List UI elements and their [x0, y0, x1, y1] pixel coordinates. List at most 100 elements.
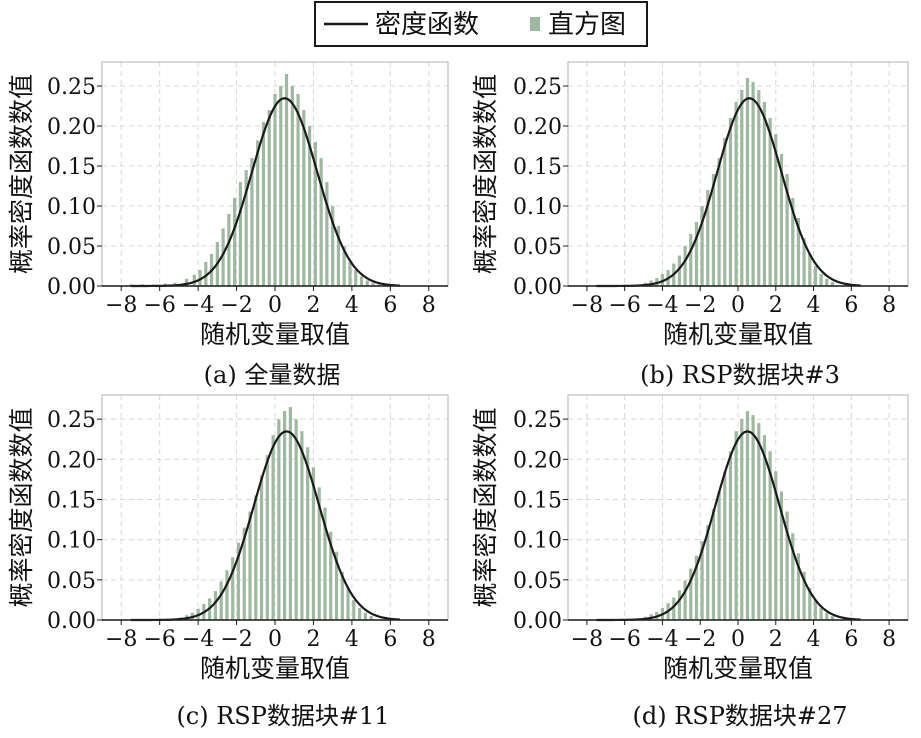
panel-c-xtick-label-8: 8: [422, 627, 436, 652]
panel-a-xtick-label-2: −4: [182, 293, 214, 318]
panel-a-hist-bar-11: [221, 228, 225, 286]
panel-a-hist-bar-26: [308, 126, 312, 286]
panel-d-xtick-label-7: 6: [844, 627, 858, 652]
panel-d-ytick-label-3: 0.15: [513, 488, 562, 513]
panel-b-xtick-label-0: −8: [571, 293, 603, 318]
panel-a-hist-bar-17: [256, 140, 260, 286]
panel-c-xtick-label-7: 6: [383, 627, 397, 652]
panel-c-hist-bar-17: [277, 419, 281, 620]
panel-b-hist-bar-10: [700, 206, 704, 286]
panel-b-hist-bar-27: [796, 218, 801, 286]
panel-d-hist-bar-8: [689, 568, 693, 620]
panel-a-xtick-label-0: −8: [105, 293, 137, 318]
panel-a-hist-bar-7: [198, 270, 202, 286]
panels: −8 −6 −4 −2 0 2 4 6 80.000.050.100.150.200.25随机变…: [7, 61, 909, 730]
panel-d-xtick-label-6: 4: [807, 627, 821, 652]
panel-d-ytick-label-4: 0.20: [513, 448, 562, 473]
panel-b-hist-bar-9: [694, 222, 699, 286]
panel-c-xlabel: 随机变量取值: [200, 654, 350, 683]
panel-b-xtick-label-2: −4: [646, 293, 678, 318]
panel-a-ylabel: 概率密度函数数值: [7, 74, 36, 274]
panel-b-hist-bar-11: [706, 190, 710, 286]
legend-density-label: 密度函数: [375, 10, 479, 40]
panel-c-hist-bar-32: [363, 612, 367, 620]
panel-b-xlabel: 随机变量取值: [663, 320, 813, 349]
panel-c-xtick-label-4: 0: [268, 627, 282, 652]
panel-a-caption: (a) 全量数据: [204, 361, 341, 389]
panel-b-ytick-label-5: 0.25: [513, 75, 562, 100]
panel-d-hist-bar-6: [677, 590, 682, 620]
panel-a-hist-bar-22: [284, 74, 289, 286]
panel-a-hist-bar-37: [371, 282, 375, 286]
panel-b-hist-bar-15: [728, 118, 733, 286]
panel-a-hist-bar-20: [273, 94, 277, 286]
panel-a-xtick-label-5: 2: [306, 293, 320, 318]
panel-c-xtick-label-5: 2: [306, 627, 320, 652]
panel-b-hist-bar-16: [734, 102, 738, 286]
panel-a-hist-bar-25: [302, 110, 306, 286]
panel-a-ytick-label-5: 0.25: [47, 75, 96, 100]
panel-a: −8 −6 −4 −2 0 2 4 6 8 0.00 0.05 0.10 0.15 0.20 0.25 随机变…: [7, 61, 449, 389]
panel-c-hist-bar-28: [340, 571, 344, 620]
panel-d-xtick-label-2: −4: [646, 627, 678, 652]
panel-b-hist-bar-26: [791, 198, 795, 286]
panel-d-hist-bar-25: [785, 511, 789, 620]
panel-c-hist-bar-6: [213, 591, 218, 620]
panel-a-ytick-label-0: 0.00: [47, 275, 96, 300]
panel-b-hist-bar-8: [689, 234, 693, 286]
panel-a-hist-bar-23: [290, 86, 294, 286]
panel-c-hist-bar-22: [306, 447, 310, 620]
panel-d-hist-bar-10: [700, 541, 704, 620]
panel-a-hist-bar-15: [244, 170, 248, 286]
panel-a-xlabel: 随机变量取值: [200, 320, 350, 349]
panel-b-xtick-label-7: 6: [844, 293, 858, 318]
panel-c-hist-bar-18: [283, 411, 287, 620]
panel-c-hist-bar-25: [323, 507, 327, 620]
panel-c-ytick-label-3: 0.15: [47, 488, 96, 513]
panel-d-hist-bar-9: [694, 555, 699, 620]
panel-a-hist-bar-32: [342, 246, 346, 286]
legend-frame: [314, 1, 648, 47]
panel-c: −8 −6 −4 −2 0 2 4 6 8 0.00 0.05 0.10 0.15 0.20 0.25 随机变…: [7, 394, 449, 730]
panel-d-hist-bar-23: [774, 471, 778, 620]
panel-c-hist-bar-33: [369, 615, 373, 620]
panel-d-hist-bar-26: [791, 533, 795, 620]
panel-c-xtick-label-6: 4: [345, 627, 359, 652]
panel-a-hist-bar-29: [325, 182, 329, 286]
panel-d-hist-bar-15: [728, 451, 733, 620]
panel-a-hist-bar-14: [238, 182, 242, 286]
panel-d-hist-bar-22: [768, 451, 772, 620]
panel-c-xtick-label-1: −6: [143, 627, 175, 652]
panel-b-ytick-label-0: 0.00: [513, 275, 562, 300]
panel-d: −8 −6 −4 −2 0 2 4 6 8 0.00 0.05 0.10 0.15 0.20 0.25 随机变…: [471, 394, 909, 730]
panel-b-hist-bar-23: [774, 134, 778, 286]
panel-a-hist-bar-8: [204, 262, 208, 286]
panel-d-ytick-label-2: 0.10: [513, 529, 562, 554]
panel-a-xtick-label-6: 4: [345, 293, 359, 318]
panel-a-ytick-label-2: 0.10: [47, 195, 96, 220]
panel-c-hist-bar-15: [265, 455, 269, 620]
panel-d-hist-bar-7: [683, 580, 687, 620]
panel-c-hist-bar-11: [242, 527, 246, 620]
panel-b-ytick-label-2: 0.10: [513, 195, 562, 220]
panel-a-hist-bar-35: [359, 276, 364, 286]
panel-d-xtick-label-0: −8: [571, 627, 603, 652]
panel-b-hist-bar-22: [768, 118, 772, 286]
panel-d-ytick-label-5: 0.25: [513, 408, 562, 433]
panel-d-hist-bar-28: [802, 571, 806, 620]
panel-c-hist-bar-31: [357, 607, 362, 620]
panel-d-xtick-label-4: 0: [731, 627, 745, 652]
panel-a-density-curve: [130, 97, 400, 288]
panel-b-hist-bar-20: [757, 90, 761, 286]
panel-b-hist-bar-13: [717, 158, 721, 286]
panel-a-hist-bar-13: [233, 198, 237, 286]
panel-d-hist-bar-21: [762, 435, 767, 620]
panel-b-hist-bar-30: [813, 266, 818, 286]
panel-c-xtick-label-0: −8: [105, 627, 137, 652]
panel-a-ytick-label-3: 0.15: [47, 155, 96, 180]
panel-b-hist-bar-12: [711, 174, 716, 286]
panel-d-hist-bar-5: [672, 597, 676, 620]
panel-b-hist-bar-6: [677, 255, 682, 286]
panel-a-hist-bar-18: [261, 122, 266, 286]
